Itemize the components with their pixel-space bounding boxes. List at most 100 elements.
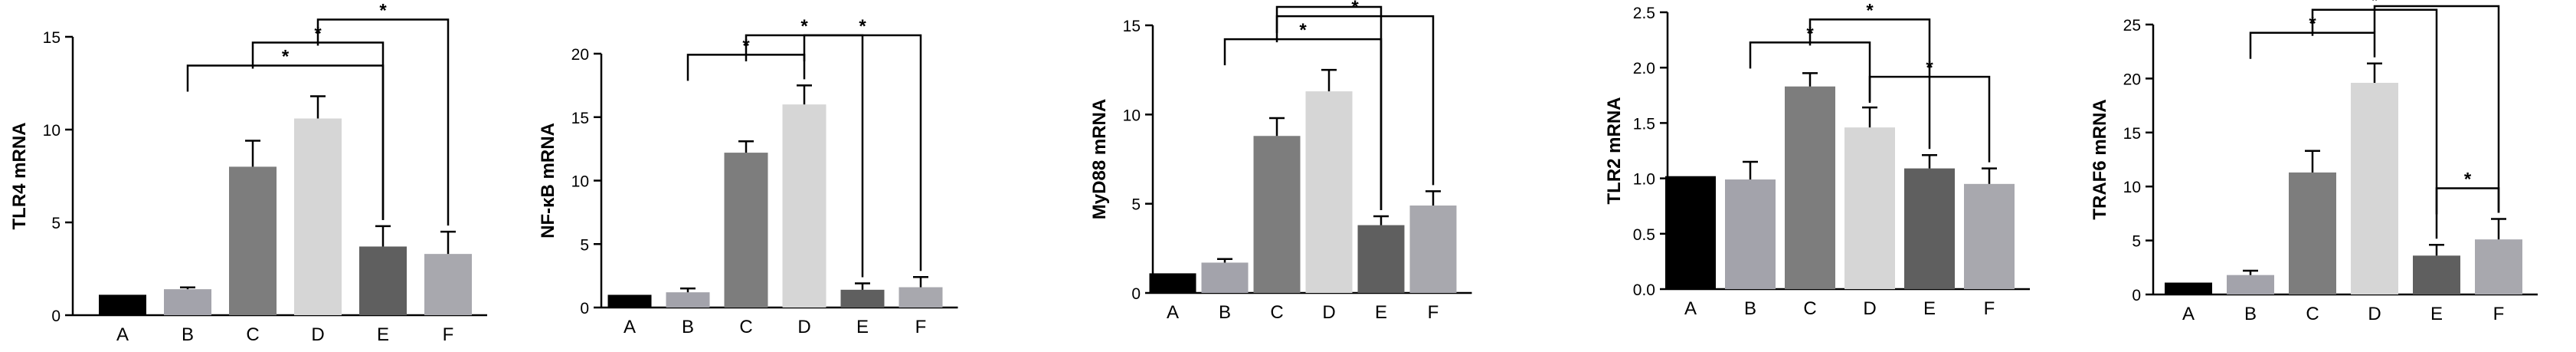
significance-bracket-C-E bbox=[1275, 5, 1383, 210]
category-label-C: C bbox=[246, 324, 259, 345]
significance-bracket-C-F bbox=[1275, 15, 1435, 186]
y-tick-label: 0.5 bbox=[1633, 226, 1655, 244]
bar-F bbox=[2475, 239, 2522, 294]
bar-A bbox=[1665, 176, 1716, 289]
significance-star: * bbox=[1351, 0, 1359, 18]
y-tick-label: 10 bbox=[571, 173, 589, 191]
significance-bracket-D-F bbox=[316, 18, 450, 226]
significance-bracket-C-E bbox=[745, 34, 864, 278]
significance-star: * bbox=[379, 0, 387, 21]
significance-bracket-D-F bbox=[1868, 75, 1991, 163]
y-axis-label: MyD88 mRNA bbox=[1089, 99, 1110, 219]
bar-B bbox=[1201, 262, 1249, 293]
bar-D bbox=[2351, 83, 2398, 295]
category-label-A: A bbox=[1684, 298, 1697, 319]
bar-A bbox=[2165, 282, 2212, 294]
significance-star: * bbox=[1866, 0, 1874, 21]
category-label-D: D bbox=[311, 324, 324, 345]
category-label-B: B bbox=[182, 324, 194, 345]
bar-C bbox=[229, 166, 277, 315]
category-label-E: E bbox=[2430, 304, 2443, 324]
significance-star: * bbox=[2464, 169, 2472, 189]
y-tick-label: 5 bbox=[580, 236, 589, 254]
bar-C bbox=[1785, 86, 1835, 290]
bar-E bbox=[1904, 168, 1955, 289]
category-label-E: E bbox=[856, 317, 869, 337]
category-label-E: E bbox=[1923, 298, 1936, 319]
y-tick-label: 10 bbox=[2123, 179, 2141, 196]
y-tick-label: 25 bbox=[2123, 17, 2141, 35]
y-tick-label: 0 bbox=[2132, 287, 2141, 304]
bar-D bbox=[1844, 127, 1895, 289]
panel-myd88: 0 5 10 15 MyD88 mRNA A B C D E F * * * bbox=[1089, 0, 1472, 323]
y-tick-label: 0 bbox=[1131, 285, 1141, 303]
category-label-E: E bbox=[377, 324, 389, 345]
category-label-A: A bbox=[1167, 302, 1179, 323]
bar-E bbox=[1357, 225, 1405, 293]
category-label-F: F bbox=[1428, 302, 1439, 323]
bar-B bbox=[2227, 275, 2274, 294]
y-tick-label: 15 bbox=[2123, 125, 2141, 143]
y-tick-label: 0.0 bbox=[1633, 281, 1655, 299]
significance-star: * bbox=[1325, 0, 1333, 8]
y-tick-label: 2.0 bbox=[1633, 60, 1655, 77]
significance-bracket-D-F bbox=[2373, 5, 2500, 213]
category-label-A: A bbox=[2182, 304, 2195, 324]
category-label-D: D bbox=[797, 317, 810, 337]
y-axis-label: NF-κB mRNA bbox=[538, 123, 558, 239]
category-label-F: F bbox=[443, 324, 454, 345]
category-label-A: A bbox=[116, 324, 129, 345]
significance-star: * bbox=[800, 16, 808, 37]
significance-bracket-B-D bbox=[2249, 31, 2376, 59]
y-axis-label: TRAF6 mRNA bbox=[2090, 99, 2110, 219]
bar-C bbox=[2289, 172, 2336, 294]
bar-F bbox=[1409, 205, 1457, 293]
bar-D bbox=[782, 104, 826, 308]
category-label-F: F bbox=[915, 317, 927, 337]
y-tick-label: 1.5 bbox=[1633, 115, 1655, 133]
y-tick-label: 15 bbox=[571, 110, 589, 127]
y-axis-label: TLR2 mRNA bbox=[1604, 97, 1625, 204]
y-tick-label: 10 bbox=[43, 122, 61, 140]
bar-E bbox=[2413, 255, 2460, 294]
category-label-B: B bbox=[1219, 302, 1231, 323]
significance-star: * bbox=[1299, 20, 1307, 41]
significance-bracket-B-E bbox=[1223, 38, 1383, 210]
y-tick-label: 15 bbox=[43, 29, 61, 47]
category-label-C: C bbox=[739, 317, 752, 337]
bar-F bbox=[1964, 183, 2015, 289]
bar-D bbox=[1305, 91, 1353, 293]
category-label-F: F bbox=[2493, 304, 2505, 324]
y-tick-label: 2.5 bbox=[1633, 5, 1655, 22]
category-label-D: D bbox=[1863, 298, 1876, 319]
category-label-B: B bbox=[2244, 304, 2257, 324]
bar-C bbox=[1253, 136, 1301, 293]
y-tick-label: 5 bbox=[1131, 196, 1141, 214]
y-axis-label: TLR4 mRNA bbox=[9, 122, 30, 229]
y-tick-label: 20 bbox=[2123, 71, 2141, 88]
y-tick-label: 20 bbox=[571, 46, 589, 64]
y-tick-label: 15 bbox=[1123, 18, 1141, 35]
bar-B bbox=[666, 292, 710, 308]
significance-star: * bbox=[1926, 58, 1933, 78]
category-label-D: D bbox=[1322, 302, 1335, 323]
bar-B bbox=[1725, 179, 1776, 289]
y-tick-label: 10 bbox=[1123, 107, 1141, 124]
y-tick-label: 5 bbox=[2132, 233, 2141, 251]
significance-star: * bbox=[282, 46, 290, 67]
significance-bracket-C-E bbox=[1808, 18, 1931, 150]
y-tick-label: 1.0 bbox=[1633, 171, 1655, 189]
category-label-A: A bbox=[624, 317, 636, 337]
category-label-B: B bbox=[1744, 298, 1756, 319]
bar-A bbox=[1149, 273, 1196, 293]
category-label-C: C bbox=[1803, 298, 1816, 319]
bar-B bbox=[164, 289, 211, 315]
category-label-D: D bbox=[2368, 304, 2381, 324]
bar-C bbox=[724, 153, 768, 308]
bar-A bbox=[99, 294, 146, 315]
